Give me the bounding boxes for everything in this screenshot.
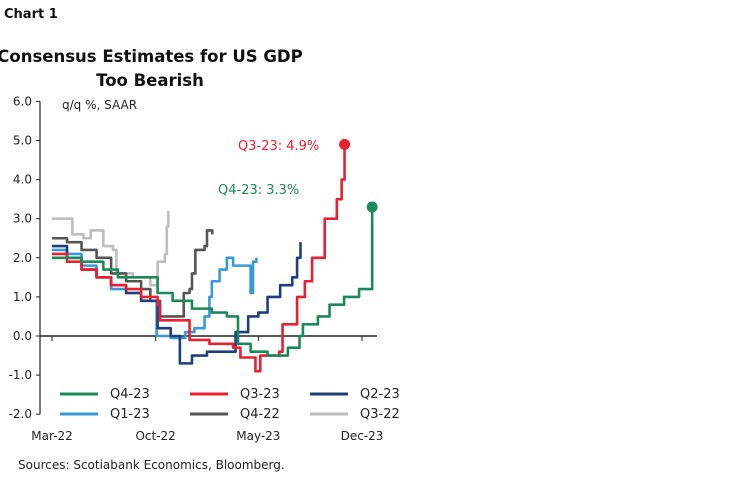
- x-tick-label: Oct-22: [135, 429, 175, 443]
- chart-label: Chart 1: [4, 7, 58, 22]
- y-tick-label: 6.0: [13, 94, 32, 108]
- y-tick-label: 1.0: [13, 290, 32, 304]
- chart-title-line-2: Too Bearish: [96, 71, 204, 90]
- series-line-q2-23: [52, 242, 302, 365]
- legend-label-q3-22: Q3-22: [360, 407, 400, 422]
- x-tick-label: May-23: [236, 429, 280, 443]
- legend-label-q2-23: Q2-23: [360, 387, 400, 402]
- annotation-q4-23: Q4-23: 3.3%: [218, 183, 299, 198]
- series-line-q3-23: [52, 144, 346, 373]
- chart-title-line-1: Consensus Estimates for US GDP: [0, 47, 303, 66]
- y-tick-label: 0.0: [13, 329, 32, 343]
- annotation-q3-23: Q3-23: 4.9%: [238, 139, 319, 154]
- y-tick-label: 2.0: [13, 251, 32, 265]
- legend-label-q1-23: Q1-23: [110, 407, 150, 422]
- series-line-q4-23: [52, 206, 374, 357]
- source-note: Sources: Scotiabank Economics, Bloomberg…: [18, 458, 285, 472]
- endpoint-marker-q4-23: [366, 201, 378, 213]
- endpoint-marker-q3-23: [339, 138, 351, 150]
- y-axis-label: q/q %, SAAR: [62, 98, 137, 112]
- y-tick-label: 3.0: [13, 212, 32, 226]
- legend-label-q3-23: Q3-23: [240, 387, 280, 402]
- y-tick-label: -1.0: [9, 368, 32, 382]
- legend-label-q4-22: Q4-22: [240, 407, 280, 422]
- x-tick-label: Mar-22: [31, 429, 72, 443]
- y-tick-label: -2.0: [9, 407, 32, 421]
- y-tick-label: 4.0: [13, 173, 32, 187]
- series-line-q4-22: [52, 229, 214, 318]
- legend-label-q4-23: Q4-23: [110, 387, 150, 402]
- x-tick-label: Dec-23: [341, 429, 384, 443]
- y-tick-label: 5.0: [13, 134, 32, 148]
